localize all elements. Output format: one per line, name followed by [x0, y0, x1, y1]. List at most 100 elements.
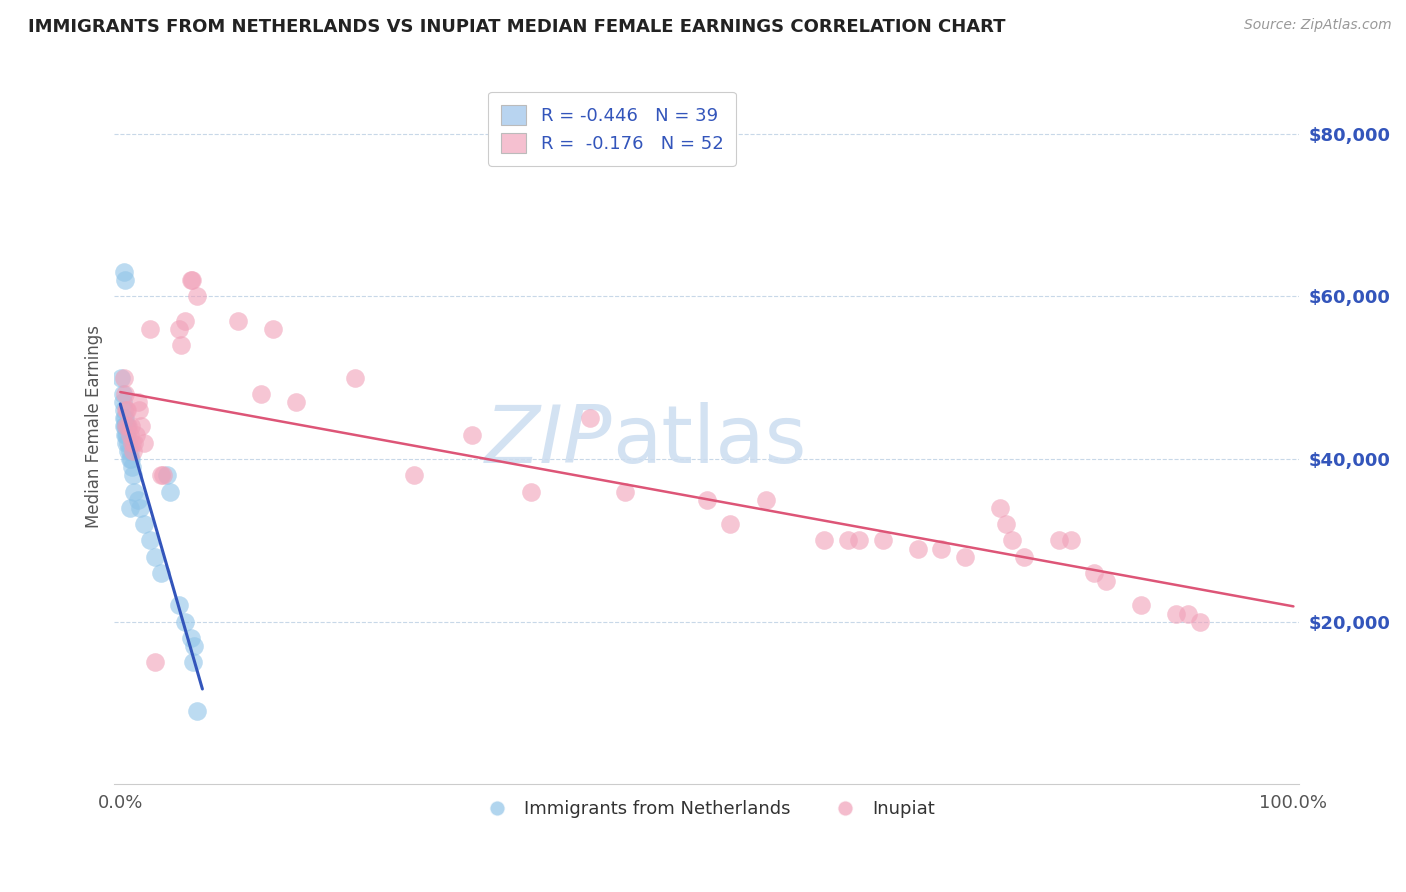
- Point: [1188, 615, 1211, 629]
- Point: [111, 387, 134, 401]
- Point: [114, 411, 136, 425]
- Point: [183, 639, 205, 653]
- Point: [129, 500, 152, 515]
- Point: [122, 443, 145, 458]
- Point: [285, 395, 308, 409]
- Point: [145, 656, 167, 670]
- Point: [872, 533, 894, 548]
- Point: [127, 492, 149, 507]
- Point: [848, 533, 870, 548]
- Point: [167, 322, 190, 336]
- Point: [170, 338, 193, 352]
- Point: [128, 403, 150, 417]
- Point: [250, 387, 273, 401]
- Point: [115, 435, 138, 450]
- Point: [173, 314, 195, 328]
- Point: [226, 314, 249, 328]
- Point: [115, 419, 138, 434]
- Point: [112, 265, 135, 279]
- Point: [138, 322, 160, 336]
- Point: [115, 427, 138, 442]
- Point: [343, 370, 366, 384]
- Point: [121, 435, 143, 450]
- Point: [156, 468, 179, 483]
- Point: [173, 615, 195, 629]
- Point: [112, 370, 135, 384]
- Point: [127, 395, 149, 409]
- Point: [117, 419, 139, 434]
- Point: [122, 468, 145, 483]
- Point: [150, 468, 173, 483]
- Y-axis label: Median Female Earnings: Median Female Earnings: [86, 325, 103, 528]
- Point: [402, 468, 425, 483]
- Point: [120, 452, 142, 467]
- Point: [115, 419, 138, 434]
- Point: [117, 443, 139, 458]
- Point: [1083, 566, 1105, 580]
- Point: [180, 273, 202, 287]
- Point: [117, 403, 139, 417]
- Point: [1177, 607, 1199, 621]
- Point: [1129, 599, 1152, 613]
- Point: [1164, 607, 1187, 621]
- Point: [124, 427, 146, 442]
- Point: [117, 419, 139, 434]
- Point: [124, 484, 146, 499]
- Point: [120, 419, 142, 434]
- Point: [696, 492, 718, 507]
- Point: [461, 427, 484, 442]
- Point: [578, 411, 600, 425]
- Point: [117, 435, 139, 450]
- Point: [167, 599, 190, 613]
- Text: IMMIGRANTS FROM NETHERLANDS VS INUPIAT MEDIAN FEMALE EARNINGS CORRELATION CHART: IMMIGRANTS FROM NETHERLANDS VS INUPIAT M…: [28, 18, 1005, 36]
- Text: ZIP: ZIP: [485, 401, 612, 480]
- Point: [1012, 549, 1035, 564]
- Point: [1001, 533, 1024, 548]
- Point: [995, 517, 1018, 532]
- Point: [718, 517, 741, 532]
- Point: [118, 443, 141, 458]
- Text: atlas: atlas: [612, 401, 807, 480]
- Point: [112, 403, 135, 417]
- Point: [837, 533, 859, 548]
- Point: [813, 533, 835, 548]
- Point: [132, 517, 155, 532]
- Point: [159, 484, 181, 499]
- Point: [138, 533, 160, 548]
- Point: [152, 468, 174, 483]
- Point: [114, 273, 136, 287]
- Point: [117, 427, 139, 442]
- Text: Source: ZipAtlas.com: Source: ZipAtlas.com: [1244, 18, 1392, 32]
- Legend: Immigrants from Netherlands, Inupiat: Immigrants from Netherlands, Inupiat: [472, 793, 942, 825]
- Point: [1047, 533, 1070, 548]
- Point: [180, 631, 202, 645]
- Point: [180, 273, 202, 287]
- Point: [114, 427, 136, 442]
- Point: [118, 500, 141, 515]
- Point: [114, 419, 136, 434]
- Point: [613, 484, 636, 499]
- Point: [132, 435, 155, 450]
- Point: [186, 704, 208, 718]
- Point: [121, 460, 143, 475]
- Point: [118, 427, 141, 442]
- Point: [124, 435, 146, 450]
- Point: [181, 656, 204, 670]
- Point: [112, 411, 135, 425]
- Point: [1094, 574, 1116, 588]
- Point: [114, 387, 136, 401]
- Point: [112, 419, 135, 434]
- Point: [262, 322, 284, 336]
- Point: [520, 484, 543, 499]
- Point: [131, 419, 153, 434]
- Point: [907, 541, 929, 556]
- Point: [988, 500, 1011, 515]
- Point: [150, 566, 173, 580]
- Point: [186, 289, 208, 303]
- Point: [110, 370, 132, 384]
- Point: [115, 403, 138, 417]
- Point: [111, 395, 134, 409]
- Point: [118, 452, 141, 467]
- Point: [1059, 533, 1081, 548]
- Point: [754, 492, 776, 507]
